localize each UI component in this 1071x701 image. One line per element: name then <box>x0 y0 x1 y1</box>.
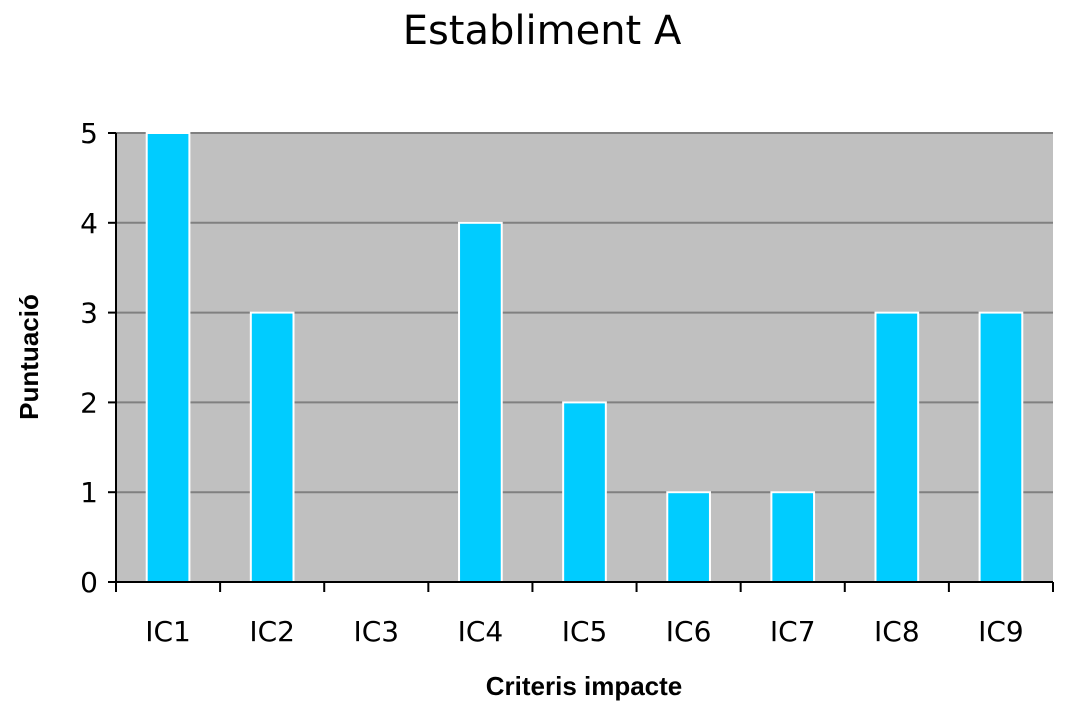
y-tick-label: 5 <box>80 117 98 150</box>
axes <box>108 132 1054 592</box>
bar-ic8 <box>874 311 920 583</box>
x-tick-label: IC5 <box>562 615 608 648</box>
x-tick-label: IC8 <box>874 615 920 648</box>
x-tick-label: IC7 <box>770 615 816 648</box>
bar-ic7 <box>770 491 816 584</box>
x-tick-label: IC2 <box>249 615 295 648</box>
y-tick-label: 3 <box>80 297 98 330</box>
y-tick-label: 1 <box>80 476 98 509</box>
x-tick-label: IC3 <box>353 615 399 648</box>
bar-ic5 <box>562 401 607 583</box>
y-axis-label: Puntuació <box>14 294 44 420</box>
bar-ic2 <box>249 311 295 583</box>
x-tick-label: IC1 <box>145 615 191 648</box>
chart-title: Establiment A <box>403 8 682 54</box>
y-tick-label: 2 <box>80 386 98 419</box>
x-tick-label: IC6 <box>666 615 712 648</box>
bar-ic6 <box>666 491 711 584</box>
bars <box>145 132 1024 584</box>
y-tick-labels: 0 1 2 3 4 5 <box>80 117 98 599</box>
bar-ic9 <box>978 311 1024 583</box>
y-tick-label: 4 <box>80 207 98 240</box>
x-axis-label: Criteris impacte <box>486 671 683 701</box>
bar-ic4 <box>458 221 503 584</box>
x-tick-label: IC9 <box>978 615 1024 648</box>
x-tick-labels: IC1 IC2 IC3 IC4 IC5 IC6 IC7 IC8 IC9 <box>145 615 1024 648</box>
x-tick-label: IC4 <box>458 615 504 648</box>
bar-ic1 <box>145 132 191 583</box>
y-tick-label: 0 <box>80 566 98 599</box>
